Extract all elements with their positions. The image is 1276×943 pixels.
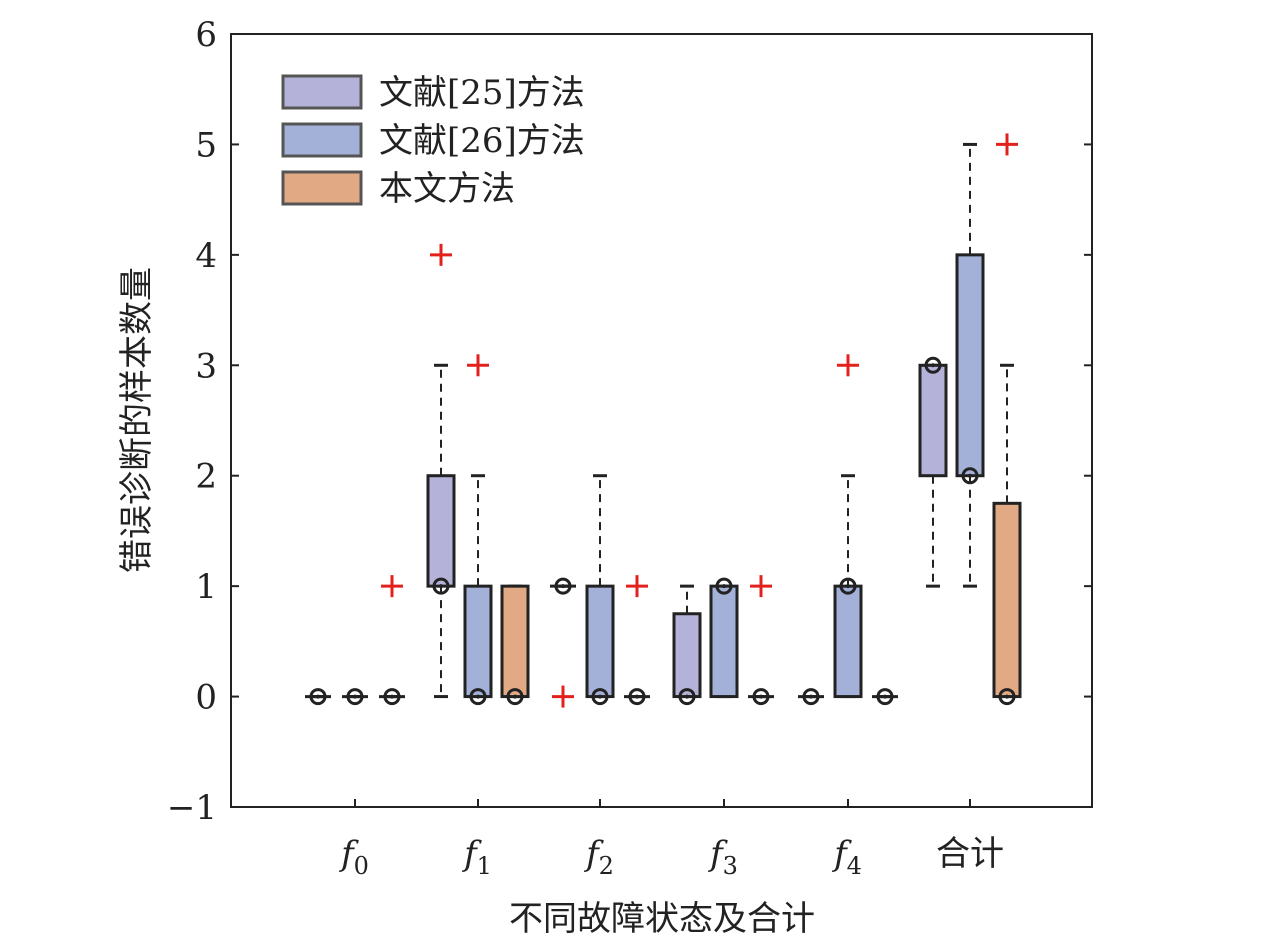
box-group [709, 577, 739, 699]
median-marker [554, 577, 572, 595]
median-dot [809, 694, 813, 699]
box-group [500, 584, 530, 706]
box-group [426, 243, 456, 699]
box [992, 501, 1022, 699]
median-dot [846, 584, 850, 589]
box-group [585, 474, 615, 706]
box-group [748, 575, 774, 706]
median-dot [931, 363, 935, 368]
box [918, 363, 948, 478]
box-group [872, 688, 898, 706]
legend-label: 文献[25]方法 [379, 73, 585, 113]
box-group [305, 688, 331, 706]
median-marker [678, 688, 696, 706]
box [955, 253, 985, 478]
x-axis: f0 f1 f2 f3 f4 合计 [338, 799, 1004, 880]
y-tick-label: −1 [167, 788, 217, 828]
x-tick-label: f4 [831, 834, 862, 880]
median-marker [591, 688, 609, 706]
x-tick-label-subscript: 4 [847, 852, 862, 880]
box [500, 584, 530, 699]
box-series [305, 133, 1022, 708]
median-dot [316, 694, 320, 699]
y-tick-label: 2 [195, 457, 217, 497]
box-group [918, 356, 948, 588]
box [672, 612, 702, 699]
x-tick-label-subscript: 0 [354, 852, 369, 880]
median-marker [998, 688, 1016, 706]
median-dot [722, 584, 726, 589]
x-tick-label-base: 合计 [936, 834, 1004, 874]
median-dot [561, 584, 565, 589]
median-dot [635, 694, 639, 699]
median-marker [802, 688, 820, 706]
median-marker [961, 467, 979, 485]
median-dot [390, 694, 394, 699]
box [833, 584, 863, 699]
median-marker [309, 688, 327, 706]
y-tick-label: 1 [195, 567, 217, 607]
x-tick-label: f3 [707, 834, 738, 880]
median-marker [876, 688, 894, 706]
y-axis: −1 0 1 2 3 4 5 6 [167, 15, 1092, 828]
median-marker [469, 688, 487, 706]
legend-swatch [281, 122, 363, 158]
median-dot [439, 584, 443, 589]
x-tick-label-subscript: 2 [599, 852, 614, 880]
x-tick-label: f2 [583, 834, 614, 880]
x-tick-label: f0 [338, 834, 369, 880]
x-tick-label-subscript: 1 [477, 852, 492, 880]
median-dot [759, 694, 763, 699]
box-group [672, 584, 702, 706]
x-tick-label-subscript: 3 [723, 852, 738, 880]
median-marker [383, 688, 401, 706]
median-dot [513, 694, 517, 699]
median-marker [506, 688, 524, 706]
legend-swatch [281, 170, 363, 206]
median-marker [432, 577, 450, 595]
box [463, 584, 493, 699]
box-group [992, 133, 1022, 706]
y-tick-label: 6 [195, 15, 217, 55]
median-dot [1005, 694, 1009, 699]
median-marker [346, 688, 364, 706]
box-group [342, 688, 368, 706]
box-group [624, 575, 650, 706]
y-axis-title: 错误诊断的样本数量 [117, 267, 157, 573]
median-dot [968, 473, 972, 478]
median-dot [476, 694, 480, 699]
legend-swatch [281, 74, 363, 110]
median-marker [839, 577, 857, 595]
box [709, 584, 739, 699]
median-dot [685, 694, 689, 699]
x-tick-label: f1 [461, 834, 492, 880]
legend-label: 文献[26]方法 [379, 121, 585, 161]
median-dot [353, 694, 357, 699]
median-marker [715, 577, 733, 595]
legend-label: 本文方法 [379, 169, 515, 209]
y-tick-label: 5 [195, 125, 217, 165]
median-dot [883, 694, 887, 699]
plot-frame [230, 33, 1093, 808]
median-marker [628, 688, 646, 706]
box [585, 584, 615, 699]
x-tick-label: 合计 [936, 834, 1004, 874]
box-group [379, 575, 405, 706]
y-tick-label: 3 [195, 346, 217, 386]
median-dot [598, 694, 602, 699]
median-marker [924, 356, 942, 374]
box-group [463, 354, 493, 706]
box-group [798, 688, 824, 706]
y-tick-label: 4 [195, 236, 217, 276]
box [426, 474, 456, 588]
box-group [550, 577, 576, 708]
median-marker [752, 688, 770, 706]
y-tick-label: 0 [195, 678, 217, 718]
box-group [833, 354, 863, 699]
x-axis-title: 不同故障状态及合计 [509, 899, 815, 939]
box-group [955, 142, 985, 588]
